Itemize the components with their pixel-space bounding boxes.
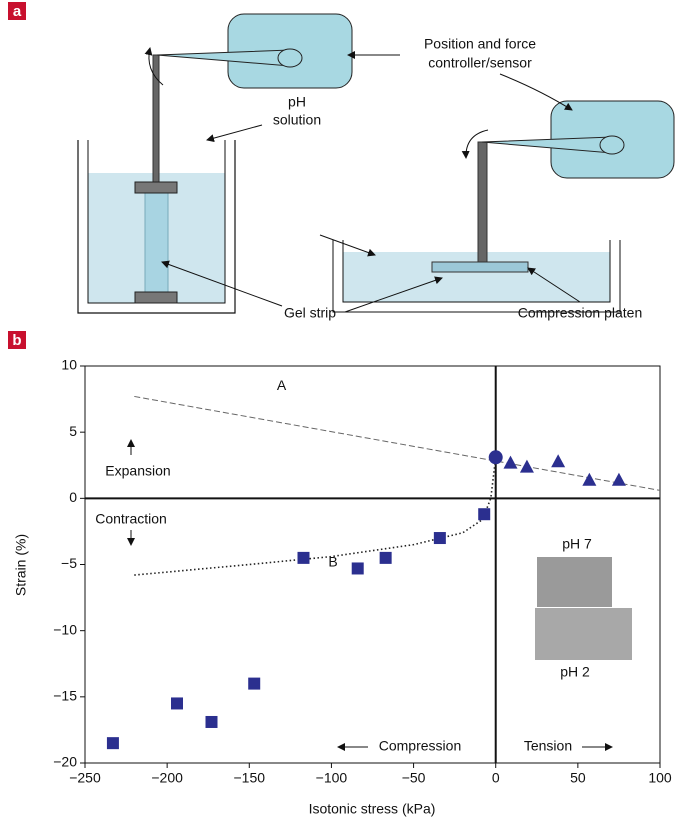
annotation: pH 7 bbox=[562, 536, 592, 552]
platen bbox=[432, 262, 528, 272]
photo bbox=[537, 557, 612, 607]
marker bbox=[612, 473, 626, 486]
marker bbox=[520, 460, 534, 473]
series-name: B bbox=[328, 553, 337, 569]
label: solution bbox=[273, 112, 321, 128]
x-tick-label: −250 bbox=[69, 770, 101, 786]
series-line bbox=[134, 457, 495, 575]
marker bbox=[380, 552, 392, 564]
x-tick-label: −200 bbox=[151, 770, 183, 786]
y-axis-label: Strain (%) bbox=[13, 534, 29, 596]
panel-a: a Position and force controller/sensor p… bbox=[8, 2, 674, 321]
label: pH bbox=[288, 94, 306, 110]
x-axis-label: Isotonic stress (kPa) bbox=[309, 801, 436, 817]
sensor bbox=[278, 49, 302, 67]
marker bbox=[434, 532, 446, 544]
x-tick-label: 0 bbox=[492, 770, 500, 786]
label: Compression platen bbox=[518, 305, 643, 321]
series-name: A bbox=[277, 377, 287, 393]
annotation: pH 2 bbox=[560, 664, 590, 680]
marker bbox=[206, 716, 218, 728]
label: Gel strip bbox=[284, 305, 336, 321]
figure: a Position and force controller/sensor p… bbox=[0, 0, 676, 823]
marker bbox=[352, 562, 364, 574]
marker bbox=[107, 737, 119, 749]
annotation: Tension bbox=[524, 738, 572, 754]
label: controller/sensor bbox=[428, 55, 532, 71]
y-tick-label: −5 bbox=[61, 555, 77, 571]
annotation: Compression bbox=[379, 738, 461, 754]
marker bbox=[489, 450, 503, 464]
rod bbox=[478, 142, 487, 262]
marker bbox=[504, 456, 518, 469]
label: Position and force bbox=[424, 36, 536, 52]
marker bbox=[298, 552, 310, 564]
y-tick-label: 5 bbox=[69, 423, 77, 439]
y-tick-label: −20 bbox=[53, 754, 77, 770]
annotation: Contraction bbox=[95, 511, 167, 527]
arrow bbox=[207, 125, 262, 140]
x-tick-label: −100 bbox=[316, 770, 348, 786]
series-line bbox=[134, 396, 660, 490]
marker bbox=[582, 473, 596, 486]
y-tick-label: 10 bbox=[61, 357, 77, 373]
marker bbox=[551, 454, 565, 467]
sensor-arm bbox=[157, 50, 290, 66]
solution bbox=[343, 252, 610, 302]
x-tick-label: 100 bbox=[648, 770, 672, 786]
marker bbox=[248, 678, 260, 690]
x-tick-label: −50 bbox=[402, 770, 426, 786]
y-tick-label: 0 bbox=[69, 489, 77, 505]
y-tick-label: −10 bbox=[53, 621, 77, 637]
sensor bbox=[600, 136, 624, 154]
x-tick-label: −150 bbox=[234, 770, 266, 786]
photo bbox=[535, 608, 632, 660]
gel-strip bbox=[145, 193, 168, 292]
clamp bbox=[135, 182, 177, 193]
annotation: Expansion bbox=[105, 463, 170, 479]
sensor-arm bbox=[482, 137, 612, 153]
clamp bbox=[135, 292, 177, 303]
panel-label: a bbox=[13, 3, 22, 20]
marker bbox=[478, 508, 490, 520]
marker bbox=[171, 697, 183, 709]
x-tick-label: 50 bbox=[570, 770, 586, 786]
panel-label: b bbox=[12, 332, 21, 349]
y-tick-label: −15 bbox=[53, 688, 77, 704]
